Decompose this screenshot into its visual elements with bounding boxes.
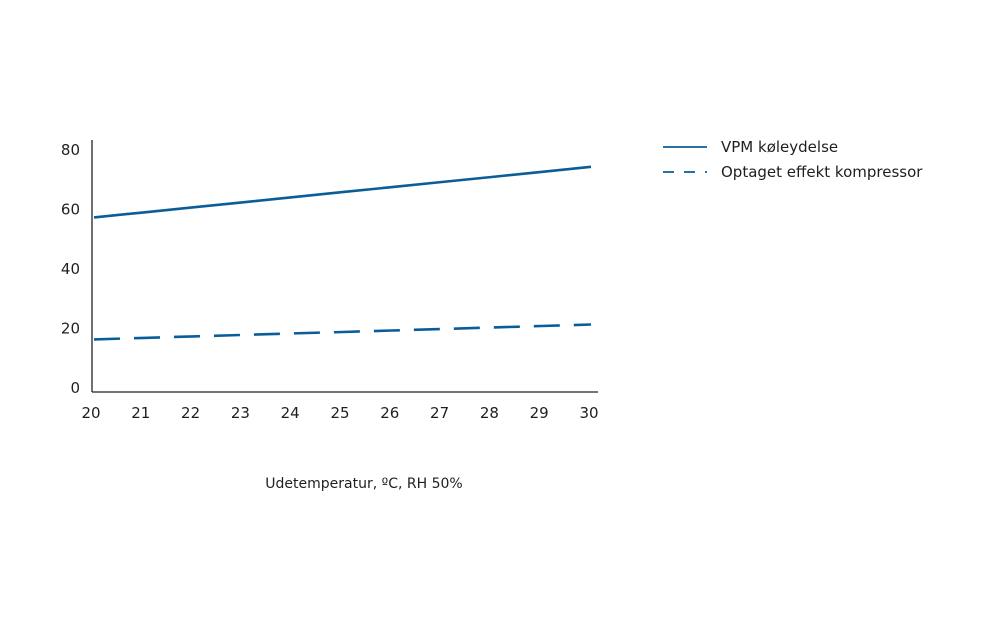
- series-line-1: [93, 165, 592, 219]
- x-tick-label: 25: [330, 404, 349, 422]
- x-tick-label: 29: [530, 404, 549, 422]
- x-tick-label: 21: [131, 404, 150, 422]
- axes: [91, 140, 598, 393]
- legend-label-2: Optaget effekt kompressor: [721, 163, 923, 181]
- y-tick-label: 20: [61, 320, 80, 338]
- x-tick-label: 22: [181, 404, 200, 422]
- x-axis-title: Udetemperatur, ºC, RH 50%: [265, 476, 462, 492]
- y-tick-label: 60: [61, 201, 80, 219]
- y-tick-label: 80: [61, 141, 80, 159]
- y-tick-label: 0: [70, 379, 80, 397]
- x-tick-label: 23: [231, 404, 250, 422]
- x-tick-label: 28: [480, 404, 499, 422]
- x-tick-label: 30: [579, 404, 598, 422]
- x-tick-label: 26: [380, 404, 399, 422]
- series-line-2: [93, 323, 592, 341]
- series-lines: [93, 165, 592, 341]
- x-tick-label: 27: [430, 404, 449, 422]
- x-tick-label: 20: [81, 404, 100, 422]
- x-tick-label: 24: [281, 404, 300, 422]
- legend: VPM køleydelse Optaget effekt kompressor: [663, 138, 923, 181]
- y-tick-label: 40: [61, 260, 80, 278]
- legend-label-1: VPM køleydelse: [721, 138, 838, 156]
